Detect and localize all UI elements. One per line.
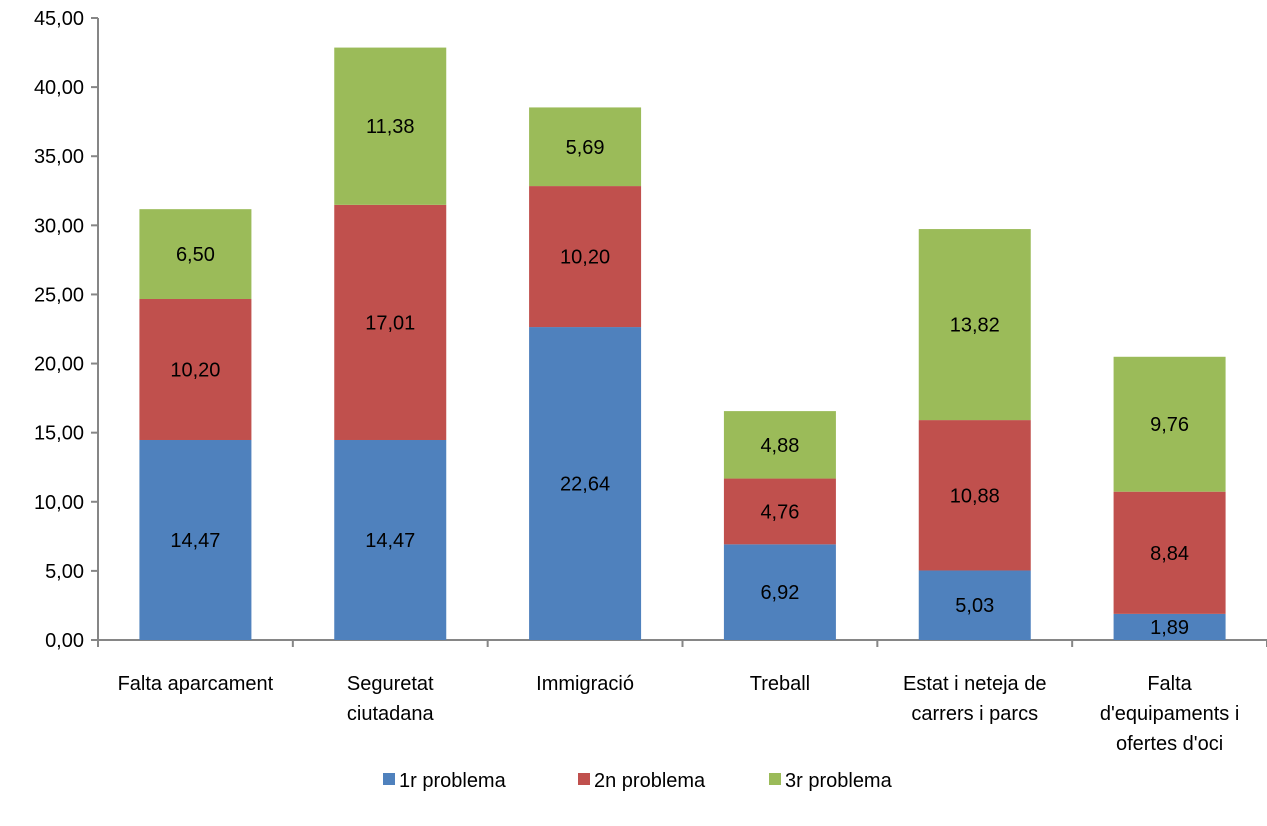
x-tick-label: d'equipaments i — [1100, 703, 1239, 725]
data-label: 13,82 — [950, 315, 1000, 337]
bar-segment — [334, 47, 447, 205]
y-tick-label: 45,00 — [34, 8, 84, 30]
x-tick-label: Seguretat — [347, 673, 434, 695]
y-tick-label: 20,00 — [34, 354, 84, 376]
bar-segment — [918, 570, 1031, 640]
x-tick-label: carrers i parcs — [911, 703, 1038, 725]
bar-segment — [139, 209, 252, 300]
bar-segment — [1113, 613, 1226, 640]
bar-segment — [334, 439, 447, 640]
y-axis: 0,00 5,00 10,00 15,00 20,00 25,00 30,00 35,00 40… — [34, 8, 99, 652]
bar-segment — [723, 544, 836, 640]
x-tick-label: Estat i neteja de — [903, 673, 1046, 695]
y-tick-label: 25,00 — [34, 284, 84, 306]
legend-swatch — [769, 773, 781, 785]
data-label: 10,88 — [950, 485, 1000, 507]
x-axis: Falta aparcament Seguretat ciutadana Immigr… — [97, 639, 1267, 755]
x-tick-label: Treball — [750, 673, 810, 695]
legend-label: 1r problema — [399, 770, 507, 792]
bar-segment — [529, 107, 642, 187]
x-tick-label: ciutadana — [347, 703, 435, 725]
bar-segment — [1113, 356, 1226, 492]
data-label: 10,20 — [170, 359, 220, 381]
legend-label: 3r problema — [785, 770, 893, 792]
bars — [139, 47, 1226, 640]
data-label: 14,47 — [170, 530, 220, 552]
legend-label: 2n problema — [594, 770, 706, 792]
bar-segment — [918, 229, 1031, 421]
data-label: 22,64 — [560, 474, 610, 496]
x-tick-label: Falta — [1147, 673, 1192, 695]
data-labels: 14,47 10,20 6,50 14,47 17,01 11,38 22,64 10,20 5… — [170, 116, 1189, 639]
data-label: 14,47 — [365, 530, 415, 552]
data-label: 4,88 — [760, 435, 799, 457]
y-tick-label: 30,00 — [34, 215, 84, 237]
data-label: 5,69 — [566, 137, 605, 159]
x-tick-label: Falta aparcament — [118, 673, 274, 695]
data-label: 9,76 — [1150, 414, 1189, 436]
bar-segment — [723, 411, 836, 479]
data-label: 17,01 — [365, 312, 415, 334]
y-tick-label: 35,00 — [34, 146, 84, 168]
data-label: 6,50 — [176, 244, 215, 266]
legend: 1r problema 2n problema 3r problema — [383, 770, 893, 792]
y-tick-label: 15,00 — [34, 423, 84, 445]
legend-swatch — [383, 773, 395, 785]
bar-segment — [529, 327, 642, 640]
x-tick-label: ofertes d'oci — [1116, 733, 1223, 755]
x-tick-label: Immigració — [536, 673, 634, 695]
bar-segment — [723, 478, 836, 545]
y-tick-label: 0,00 — [45, 630, 84, 652]
data-label: 6,92 — [760, 582, 799, 604]
bar-segment — [529, 186, 642, 328]
y-tick-label: 40,00 — [34, 77, 84, 99]
data-label: 10,20 — [560, 247, 610, 269]
y-tick-label: 10,00 — [34, 492, 84, 514]
data-label: 5,03 — [955, 595, 994, 617]
bar-segment — [918, 420, 1031, 571]
data-label: 11,38 — [366, 116, 415, 138]
data-label: 4,76 — [760, 501, 799, 523]
bar-segment — [334, 204, 447, 440]
data-label: 1,89 — [1150, 617, 1189, 639]
y-tick-label: 5,00 — [45, 561, 84, 583]
bar-segment — [1113, 491, 1226, 614]
bar-segment — [139, 439, 252, 640]
legend-swatch — [578, 773, 590, 785]
bar-segment — [139, 299, 252, 440]
data-label: 8,84 — [1150, 543, 1189, 565]
